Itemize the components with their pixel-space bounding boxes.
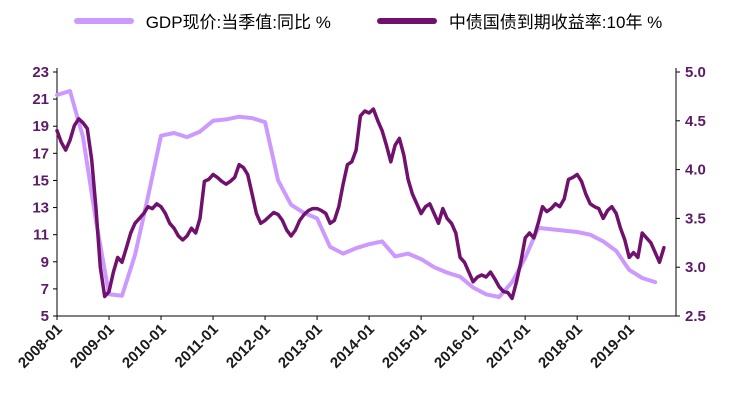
x-tick-label: 2011-01 xyxy=(172,321,222,371)
y-right-tick-label: 5.0 xyxy=(685,64,706,81)
x-tick-label: 2017-01 xyxy=(483,321,534,372)
y-left-tick-label: 7 xyxy=(41,281,49,298)
y-left-tick-label: 21 xyxy=(32,91,49,108)
yield-line xyxy=(55,107,666,301)
legend-item-gdp: GDP现价:当季值:同比 % xyxy=(73,8,331,33)
x-tick-label: 2008-01 xyxy=(15,321,66,372)
x-tick-label: 2010-01 xyxy=(119,321,170,372)
y-right-tick-label: 2.5 xyxy=(685,308,706,325)
x-tick-label: 2009-01 xyxy=(67,321,118,372)
y-left-tick-label: 19 xyxy=(32,118,49,135)
x-tick-label: 2015-01 xyxy=(379,321,430,372)
y-right-tick-label: 4.5 xyxy=(685,113,706,130)
y-right-tick-label: 4.0 xyxy=(685,162,706,179)
y-left-tick-label: 23 xyxy=(32,64,49,81)
yield-line-swatch xyxy=(376,17,437,24)
y-left-tick-label: 5 xyxy=(41,308,49,325)
y-right-tick-label: 3.0 xyxy=(685,259,706,276)
x-tick-label: 2012-01 xyxy=(223,321,274,372)
x-tick-label: 2016-01 xyxy=(431,321,482,372)
legend-item-yield: 中债国债到期收益率:10年 % xyxy=(376,8,663,33)
gdp-line-swatch xyxy=(73,17,134,24)
y-left-tick-label: 9 xyxy=(41,254,49,271)
gdp-line xyxy=(55,89,658,299)
y-right-tick-label: 3.5 xyxy=(685,210,706,227)
legend: GDP现价:当季值:同比 % 中债国债到期收益率:10年 % xyxy=(0,8,736,33)
x-tick-label: 2013-01 xyxy=(275,321,326,372)
x-tick-label: 2018-01 xyxy=(535,321,586,372)
y-left-tick-label: 17 xyxy=(32,145,49,162)
y-left-tick-label: 11 xyxy=(33,227,49,244)
legend-label-gdp: GDP现价:当季值:同比 % xyxy=(145,13,331,32)
y-left-tick-label: 15 xyxy=(32,172,49,189)
y-left-tick-label: 13 xyxy=(32,200,49,217)
legend-label-yield: 中债国债到期收益率:10年 % xyxy=(448,13,663,32)
x-tick-label: 2019-01 xyxy=(587,321,638,372)
x-tick-label: 2014-01 xyxy=(327,321,378,372)
